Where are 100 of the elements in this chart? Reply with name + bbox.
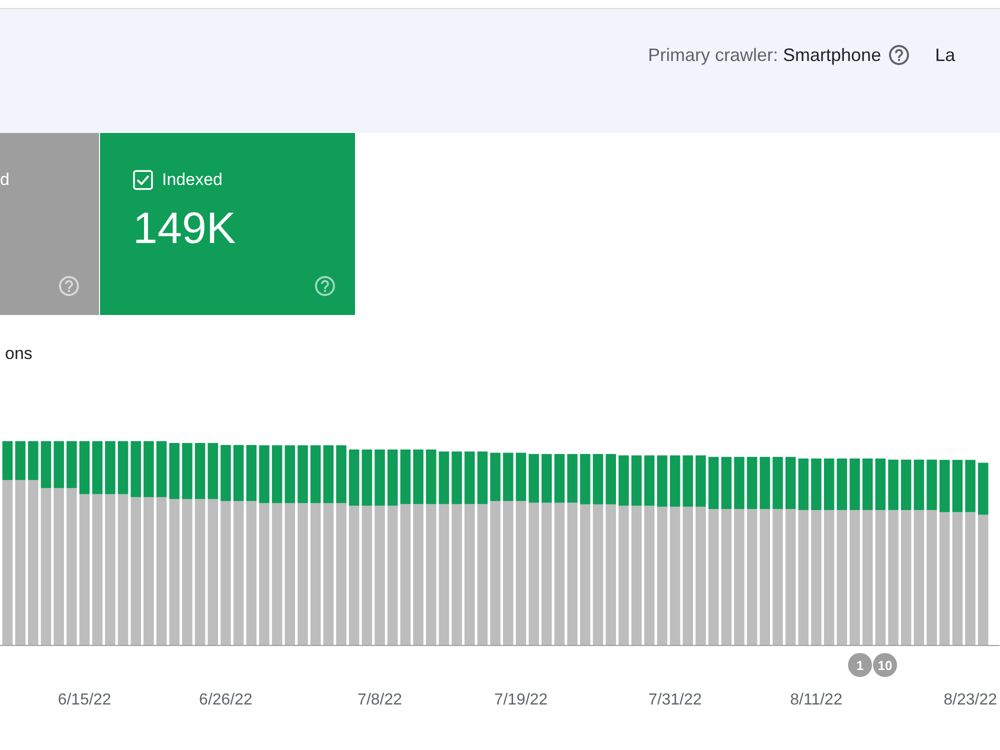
- bar: [580, 504, 590, 645]
- bar: [156, 497, 167, 645]
- text: Smartphone: [783, 44, 882, 66]
- bar: [452, 504, 462, 645]
- bar: [79, 441, 90, 494]
- bar: [592, 454, 604, 504]
- text: Primary crawler:: [648, 44, 778, 66]
- bar: [426, 504, 436, 645]
- bar: [233, 501, 244, 645]
- bar: [298, 445, 308, 504]
- bar: [169, 442, 180, 500]
- bar: [785, 456, 796, 510]
- bar: [567, 502, 578, 645]
- bar: [670, 455, 680, 507]
- bar: [914, 510, 924, 645]
- bar: [464, 504, 475, 645]
- bar: [490, 452, 500, 502]
- bar: [400, 504, 411, 645]
- bar: [208, 499, 218, 645]
- bar: [362, 449, 372, 506]
- bar: [246, 501, 257, 645]
- bar: [836, 510, 848, 645]
- bar: [40, 441, 52, 488]
- bar: [374, 449, 385, 506]
- bar: [348, 449, 360, 506]
- bar: [66, 488, 77, 645]
- bar: [542, 502, 552, 645]
- bar: [785, 509, 796, 645]
- bar: [606, 454, 616, 504]
- bar: [92, 441, 102, 494]
- bar: [939, 460, 950, 512]
- bar: [708, 509, 719, 645]
- bar: [824, 458, 834, 510]
- bar: [438, 504, 450, 645]
- bar: [310, 445, 321, 504]
- bar: [592, 504, 604, 645]
- bar: [503, 452, 514, 502]
- bar: [503, 501, 514, 645]
- bar: [28, 441, 38, 480]
- bar: [554, 454, 565, 503]
- bar: [926, 460, 937, 510]
- bar: [28, 480, 38, 645]
- bar: [811, 510, 822, 645]
- x-tick-label: 8/23/22: [944, 692, 998, 708]
- bar: [220, 501, 231, 645]
- bar: [567, 454, 578, 503]
- bar: [105, 494, 116, 645]
- bar: [888, 510, 898, 645]
- bar: [54, 488, 64, 645]
- bar: [978, 514, 988, 645]
- bar: [477, 452, 488, 504]
- bar: [618, 455, 629, 506]
- bar: [644, 506, 655, 645]
- bar: [978, 462, 988, 515]
- bar: [310, 503, 321, 645]
- x-tick-label: 7/31/22: [648, 692, 702, 708]
- bar: [836, 458, 848, 510]
- bar: [516, 452, 526, 502]
- bar: [760, 456, 770, 510]
- bar: [644, 455, 655, 506]
- bar: [850, 458, 860, 510]
- bar: [464, 452, 475, 504]
- bar: [734, 456, 744, 510]
- bar: [298, 503, 308, 645]
- bar: [40, 488, 52, 645]
- bar: [926, 510, 937, 645]
- bar: [144, 441, 154, 498]
- bar: [516, 501, 526, 645]
- bar: [79, 494, 90, 645]
- bar: [15, 441, 26, 480]
- bar: [2, 480, 13, 645]
- x-tick-label: 7/19/22: [494, 692, 548, 708]
- bar: [336, 503, 346, 645]
- bar: [387, 506, 398, 645]
- bar: [618, 506, 629, 645]
- bar: [875, 510, 886, 645]
- bar: [900, 460, 912, 510]
- x-tick-label: 6/26/22: [199, 692, 253, 708]
- bar: [914, 460, 924, 510]
- bar: [130, 441, 142, 498]
- bar: [682, 455, 694, 507]
- bar: [811, 458, 822, 510]
- bar: [15, 480, 26, 645]
- bar: [259, 445, 270, 504]
- bar: [952, 460, 963, 512]
- text: 149K: [133, 203, 236, 255]
- bar: [92, 494, 102, 645]
- bar: [528, 454, 539, 503]
- text: d: [0, 169, 10, 191]
- bar: [900, 510, 912, 645]
- bar: [862, 458, 873, 510]
- bar: [542, 454, 552, 503]
- bar: [413, 504, 424, 645]
- bar: [477, 504, 488, 645]
- bar: [772, 509, 783, 645]
- count-badge: 10: [873, 653, 897, 677]
- bar: [54, 441, 64, 488]
- bar: [696, 506, 706, 645]
- chart-title: ons: [5, 344, 32, 363]
- bar: [772, 456, 783, 510]
